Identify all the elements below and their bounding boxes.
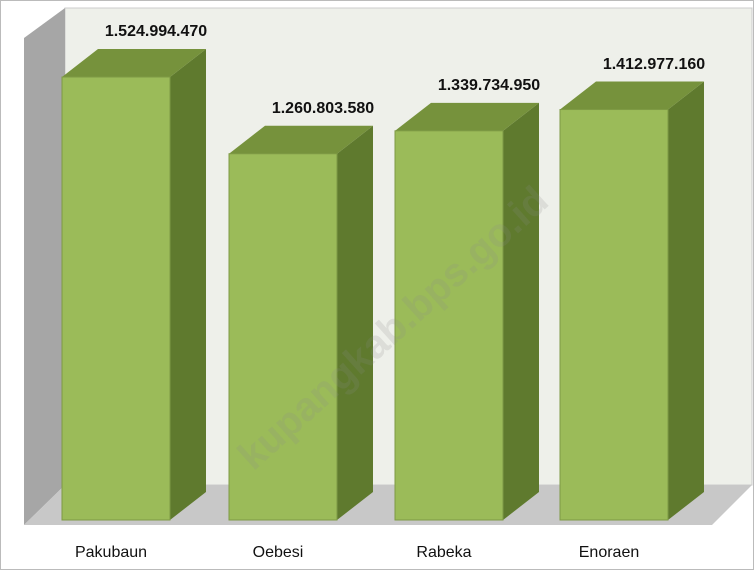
x-tick-label: Enoraen [579,544,640,561]
bar-top [560,81,704,110]
bar [61,76,171,521]
value-label: 1.524.994.470 [105,23,207,40]
value-label: 1.339.734.950 [438,77,540,94]
x-tick-label: Pakubaun [75,544,147,561]
x-tick-label: Oebesi [253,544,304,561]
bar-side [337,125,373,520]
value-label: 1.412.977.160 [603,56,705,73]
value-label: 1.260.803.580 [272,100,374,117]
bar [228,153,338,521]
bar-top [229,125,373,154]
bar-side [503,102,539,521]
bar-side [170,49,206,520]
bar [394,130,504,521]
bars [61,49,704,521]
bar-top [62,49,206,77]
bar [559,109,669,521]
side-wall [24,8,65,525]
bar-side [668,81,704,521]
bar-top [395,102,539,131]
x-tick-label: Rabeka [416,544,471,561]
